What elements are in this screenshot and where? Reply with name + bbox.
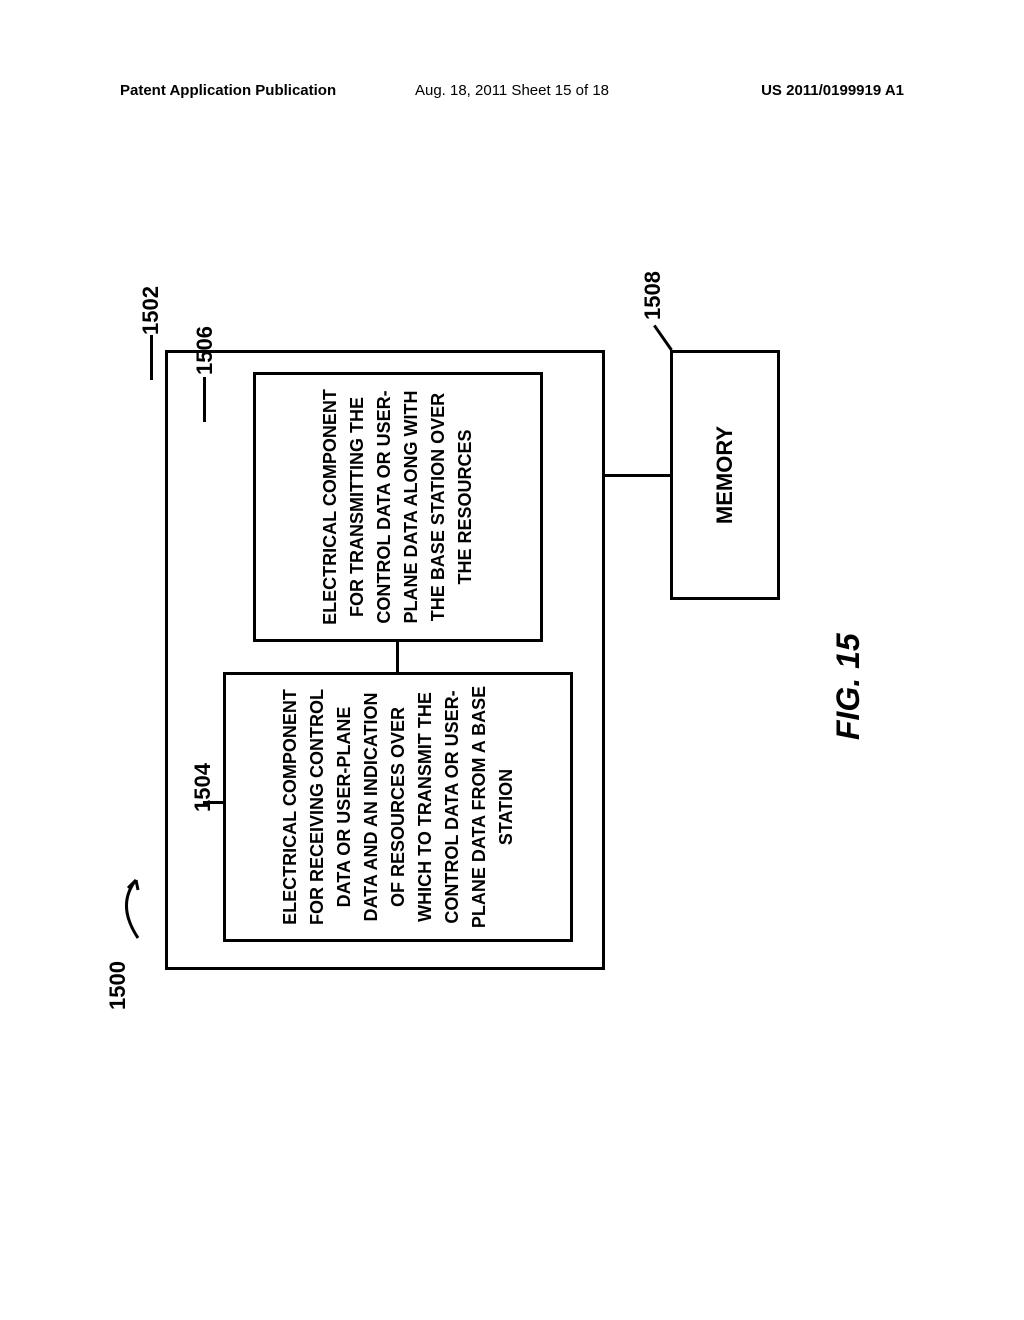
- ref-label-1500: 1500: [105, 961, 131, 1010]
- figure-label: FIG. 15: [830, 633, 867, 740]
- component-box-1506: ELECTRICAL COMPONENT FOR TRANSMITTING TH…: [253, 372, 543, 642]
- connector-to-memory: [605, 474, 670, 477]
- connector-line: [396, 642, 399, 672]
- ref-label-1508: 1508: [640, 271, 666, 320]
- diagram-container: 1500 1504 ELECTRICAL COMPONENT FOR RECEI…: [140, 320, 900, 1000]
- ref-label-1502: 1502: [138, 286, 164, 335]
- main-container-box: 1504 ELECTRICAL COMPONENT FOR RECEIVING …: [165, 350, 605, 970]
- arrow-1500: [118, 870, 148, 940]
- header-patent-number: US 2011/0199919 A1: [761, 82, 904, 99]
- leader-line-1506: [203, 377, 206, 422]
- component-box-1504: ELECTRICAL COMPONENT FOR RECEIVING CONTR…: [223, 672, 573, 942]
- header-date-sheet: Aug. 18, 2011 Sheet 15 of 18: [415, 82, 609, 99]
- leader-line-1508: [653, 325, 673, 351]
- ref-label-1506: 1506: [192, 326, 218, 375]
- ref-label-1504: 1504: [190, 763, 216, 812]
- leader-line-1502: [150, 335, 153, 380]
- page-header: Patent Application Publication Aug. 18, …: [0, 82, 1024, 99]
- header-publication: Patent Application Publication: [120, 82, 336, 99]
- memory-box: MEMORY: [670, 350, 780, 600]
